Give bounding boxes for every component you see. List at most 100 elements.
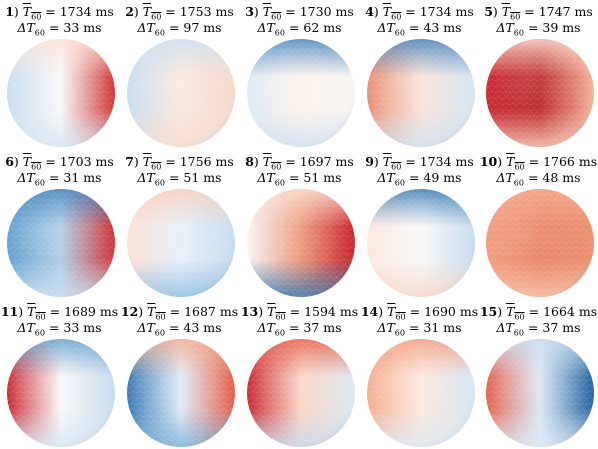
unit: ms — [95, 154, 114, 169]
sphere-heatmap — [247, 339, 355, 447]
panel-delta-label: ΔT60 = 51 ms — [137, 170, 222, 188]
unit: ms — [323, 170, 342, 185]
unit: ms — [335, 4, 354, 19]
delta-value: 33 — [63, 320, 80, 335]
panel-number: 7 — [125, 154, 134, 169]
unit: ms — [459, 304, 479, 319]
unit: ms — [83, 170, 102, 185]
mean-value: 1594 — [304, 304, 336, 319]
panel-4: 4) T60 = 1734 ms ΔT60 = 43 ms — [360, 0, 479, 149]
unit: ms — [215, 154, 234, 169]
panel-delta-label: ΔT60 = 33 ms — [17, 20, 102, 38]
delta-t60-symbol: ΔT60 — [377, 170, 405, 188]
panel-mean-label: 15) T60 = 1664 ms — [479, 304, 598, 322]
panel-number: 8 — [245, 154, 254, 169]
t60-mean-symbol: T60 — [506, 154, 525, 172]
t60-mean-symbol: T60 — [506, 304, 525, 322]
sphere-heatmap — [247, 39, 355, 147]
delta-value: 37 — [303, 320, 320, 335]
panel-11: 11) T60 = 1689 ms ΔT60 = 33 ms — [0, 300, 119, 449]
panel-mean-label: 4) T60 = 1734 ms — [365, 4, 474, 22]
panel-mean-label: 14) T60 = 1690 ms — [360, 304, 479, 322]
panel-10: 10) T60 = 1766 ms ΔT60 = 48 ms — [479, 150, 598, 299]
t60-mean-symbol: T60 — [22, 4, 42, 22]
panel-delta-label: ΔT60 = 43 ms — [377, 20, 462, 38]
unit: ms — [443, 20, 462, 35]
sphere-heatmap — [127, 189, 235, 297]
sphere-heatmap — [7, 339, 115, 447]
unit: ms — [219, 304, 239, 319]
panel-9: 9) T60 = 1734 ms ΔT60 = 49 ms — [360, 150, 479, 299]
delta-value: 39 — [542, 20, 559, 35]
mean-value: 1734 — [419, 4, 452, 19]
unit: ms — [574, 4, 593, 19]
panel-number: 10 — [479, 154, 498, 169]
delta-t60-symbol: ΔT60 — [137, 20, 165, 38]
delta-value: 31 — [63, 170, 80, 185]
panel-delta-label: ΔT60 = 37 ms — [257, 320, 342, 338]
t60-mean-symbol: T60 — [22, 154, 42, 172]
delta-value: 43 — [183, 320, 200, 335]
panel-8: 8) T60 = 1697 ms ΔT60 = 51 ms — [240, 150, 359, 299]
unit: ms — [95, 4, 114, 19]
t60-mean-symbol: T60 — [262, 154, 282, 172]
t60-mean-symbol: T60 — [382, 4, 402, 22]
sphere-heatmap — [486, 39, 594, 147]
delta-t60-symbol: ΔT60 — [17, 20, 45, 38]
unit: ms — [83, 320, 102, 335]
unit: ms — [562, 170, 581, 185]
panel-delta-label: ΔT60 = 62 ms — [257, 20, 342, 38]
t60-mean-symbol: T60 — [501, 4, 521, 22]
panel-mean-label: 9) T60 = 1734 ms — [365, 154, 474, 172]
delta-t60-symbol: ΔT60 — [257, 20, 285, 38]
panel-number: 14 — [360, 304, 379, 319]
delta-t60-symbol: ΔT60 — [17, 170, 45, 188]
mean-value: 1689 — [64, 304, 96, 319]
panel-number: 11 — [0, 304, 19, 319]
unit: ms — [339, 304, 359, 319]
delta-t60-symbol: ΔT60 — [496, 170, 524, 188]
unit: ms — [562, 320, 581, 335]
panel-6: 6) T60 = 1703 ms ΔT60 = 31 ms — [0, 150, 119, 299]
panel-7: 7) T60 = 1756 ms ΔT60 = 51 ms — [120, 150, 239, 299]
panel-mean-label: 5) T60 = 1747 ms — [484, 4, 593, 22]
panel-delta-label: ΔT60 = 37 ms — [496, 320, 581, 338]
mean-value: 1687 — [184, 304, 216, 319]
panel-number: 12 — [120, 304, 139, 319]
mean-value: 1734 — [59, 4, 92, 19]
t60-mean-symbol: T60 — [267, 304, 286, 322]
unit: ms — [443, 170, 462, 185]
delta-t60-symbol: ΔT60 — [17, 320, 45, 338]
unit: ms — [578, 154, 598, 169]
panel-number: 2 — [125, 4, 134, 19]
panel-number: 5 — [484, 4, 493, 19]
mean-value: 1703 — [59, 154, 92, 169]
delta-value: 51 — [183, 170, 200, 185]
sphere-heatmap — [367, 39, 475, 147]
delta-t60-symbol: ΔT60 — [137, 170, 165, 188]
unit: ms — [83, 20, 102, 35]
unit: ms — [335, 154, 354, 169]
panel-15: 15) T60 = 1664 ms ΔT60 = 37 ms — [479, 300, 598, 449]
delta-t60-symbol: ΔT60 — [137, 320, 165, 338]
unit: ms — [99, 304, 119, 319]
mean-value: 1756 — [179, 154, 212, 169]
panel-number: 15 — [479, 304, 498, 319]
panel-delta-label: ΔT60 = 33 ms — [17, 320, 102, 338]
mean-value: 1664 — [543, 304, 575, 319]
t60-mean-symbol: T60 — [262, 4, 282, 22]
panel-mean-label: 7) T60 = 1756 ms — [125, 154, 234, 172]
sphere-heatmap — [7, 39, 115, 147]
delta-value: 51 — [303, 170, 320, 185]
delta-value: 31 — [423, 320, 440, 335]
delta-value: 48 — [542, 170, 559, 185]
sphere-heatmap — [486, 189, 594, 297]
sphere-heatmap — [7, 189, 115, 297]
delta-value: 37 — [542, 320, 559, 335]
panel-delta-label: ΔT60 = 31 ms — [377, 320, 462, 338]
panel-delta-label: ΔT60 = 97 ms — [137, 20, 222, 38]
delta-value: 62 — [303, 20, 320, 35]
unit: ms — [215, 4, 234, 19]
panel-12: 12) T60 = 1687 ms ΔT60 = 43 ms — [120, 300, 239, 449]
